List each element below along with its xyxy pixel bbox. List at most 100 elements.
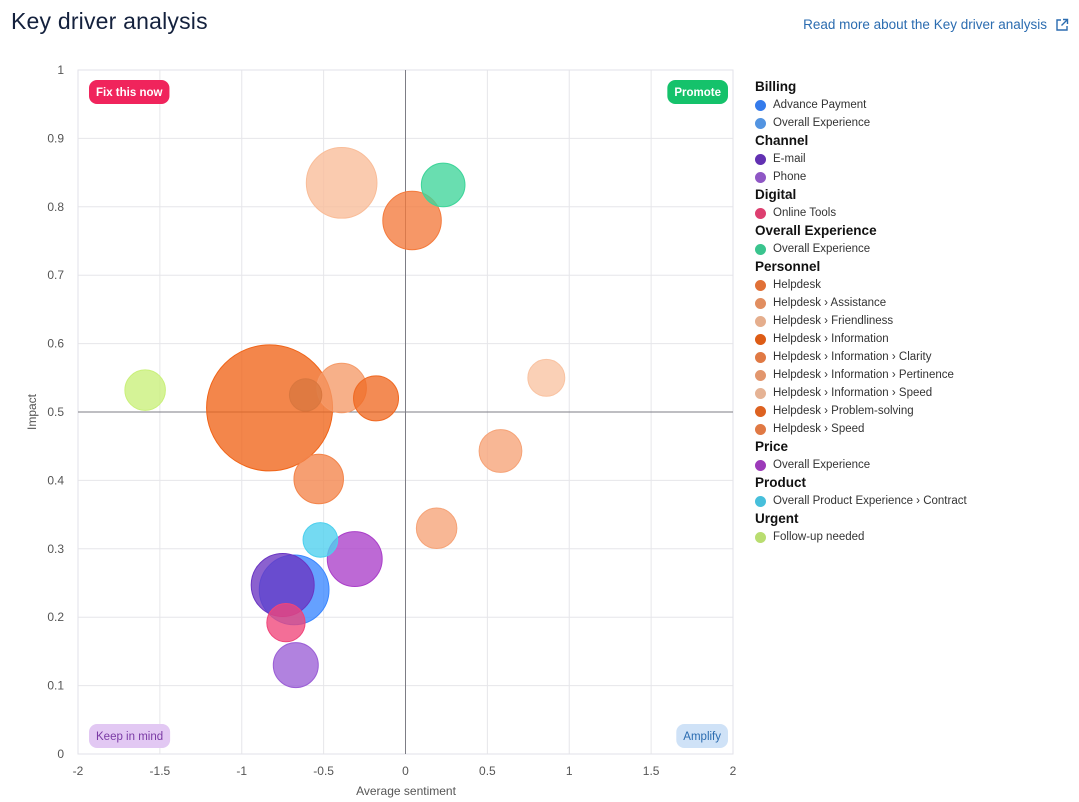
x-tick-label: 0	[402, 764, 409, 778]
amplify-badge: Amplify	[676, 724, 728, 748]
legend-item[interactable]: Helpdesk › Information	[755, 330, 1075, 348]
x-tick-label: -2	[73, 764, 84, 778]
fix-this-now-badge-label: Fix this now	[96, 87, 163, 99]
legend-swatch-icon	[755, 207, 766, 219]
legend-item[interactable]: Helpdesk › Information › Speed	[755, 384, 1075, 402]
legend-item[interactable]: Helpdesk › Information › Clarity	[755, 348, 1075, 366]
legend-item[interactable]: Helpdesk › Friendliness	[755, 312, 1075, 330]
promote-badge: Promote	[667, 80, 728, 104]
bubble-helpdesk-information-speed[interactable]: Personnel — Helpdesk › Information › Spe…	[527, 358, 566, 397]
legend-item[interactable]: Helpdesk › Speed	[755, 420, 1075, 438]
y-tick-label: 0.7	[47, 268, 64, 282]
legend-swatch-icon	[755, 171, 766, 183]
y-tick-label: 0.2	[47, 610, 64, 624]
legend-swatch-icon	[755, 297, 766, 309]
legend-group-title: Billing	[755, 79, 797, 94]
legend-item-label: Helpdesk › Assistance	[773, 297, 887, 309]
x-tick-label: -1	[236, 764, 247, 778]
legend-group-title: Overall Experience	[755, 223, 877, 238]
reference-lines	[78, 70, 733, 754]
legend-item-label: Helpdesk › Information › Speed	[773, 387, 933, 399]
read-more-link[interactable]: Read more about the Key driver analysis	[803, 17, 1069, 32]
legend-item-label: Overall Experience	[773, 243, 871, 255]
fix-this-now-badge: Fix this now	[89, 80, 170, 104]
x-tick-label: 2	[730, 764, 737, 778]
keep-in-mind-badge-bg	[89, 724, 171, 748]
legend-group-title: Personnel	[755, 259, 821, 274]
legend-swatch-icon	[755, 153, 766, 165]
legend-item[interactable]: Helpdesk › Problem-solving	[755, 402, 1075, 420]
legend-item[interactable]: Phone	[755, 168, 1075, 186]
amplify-badge-bg	[676, 724, 728, 748]
y-tick-label: 0.9	[47, 131, 64, 145]
bubble-online-tools[interactable]: Digital — Online Tools	[266, 603, 306, 643]
y-tick-label: 0	[57, 747, 64, 761]
legend-group-title: Digital	[755, 187, 797, 202]
legend-item[interactable]: E-mail	[755, 150, 1075, 168]
bubble-overall-experience[interactable]: Overall Experience — Overall Experience	[420, 162, 466, 208]
legend-swatch-icon	[755, 531, 766, 543]
legend-item[interactable]: Overall Experience	[755, 240, 1075, 258]
y-tick-label: 0.8	[47, 200, 64, 214]
legend-swatch-icon	[755, 279, 766, 291]
x-tick-label: 0.5	[479, 764, 496, 778]
legend-item[interactable]: Online Tools	[755, 204, 1075, 222]
legend-item[interactable]: Helpdesk	[755, 276, 1075, 294]
legend-group-title: Channel	[755, 133, 809, 148]
x-tick-label: -0.5	[313, 764, 334, 778]
promote-badge-label: Promote	[674, 87, 721, 99]
legend-item[interactable]: Advance Payment	[755, 96, 1075, 114]
legend-swatch-icon	[755, 387, 766, 399]
legend-item[interactable]: Helpdesk › Assistance	[755, 294, 1075, 312]
bubble-helpdesk[interactable]: Personnel — Helpdesk	[382, 190, 442, 251]
legend: Billing Advance Payment Overall Experience…	[755, 78, 1075, 546]
legend-swatch-icon	[755, 117, 766, 129]
tick-labels: -2 -1.5 -1 -0.5 0 0.5 1 1.5 2 0 0.1 0.2 0.3 0.4 0.5 0.6…	[47, 63, 736, 778]
read-more-label: Read more about the Key driver analysis	[803, 17, 1047, 32]
legend-group-title: Product	[755, 475, 807, 490]
legend-swatch-icon	[755, 333, 766, 345]
bubble-helpdesk-information-pertinence[interactable]: Personnel — Helpdesk › Information › Per…	[478, 429, 523, 473]
legend-swatch-icon	[755, 351, 766, 363]
legend-item[interactable]: Follow-up needed	[755, 528, 1075, 546]
legend-group-title: Urgent	[755, 511, 799, 526]
legend-item[interactable]: Overall Product Experience › Contract	[755, 492, 1075, 510]
external-link-icon	[1056, 18, 1069, 31]
legend-item-label: Helpdesk › Problem-solving	[773, 405, 914, 417]
page-title: Key driver analysis	[11, 8, 208, 34]
legend-item-label: Overall Product Experience › Contract	[773, 495, 967, 507]
bubble-follow-up-needed[interactable]: Urgent — Follow-up needed	[124, 369, 166, 411]
bubble-helpdesk-friendliness[interactable]: Personnel — Helpdesk › Friendliness	[305, 147, 378, 219]
legend-item[interactable]: Overall Experience	[755, 114, 1075, 132]
legend-swatch-icon	[755, 459, 766, 471]
legend-swatch-icon	[755, 243, 766, 255]
legend-item-label: Helpdesk	[773, 279, 821, 291]
legend-item[interactable]: Overall Experience	[755, 456, 1075, 474]
bubble-helpdesk-problem-solving[interactable]: Personnel — Helpdesk › Problem-solving	[353, 375, 400, 422]
y-axis-label: Impact	[25, 393, 39, 430]
legend-item[interactable]: Helpdesk › Information › Pertinence	[755, 366, 1075, 384]
y-tick-label: 0.3	[47, 542, 64, 556]
bubble-overall-product-experience-contract[interactable]: Product — Overall Product Experience › C…	[302, 522, 339, 558]
bubble-helpdesk-speed[interactable]: Personnel — Helpdesk › Speed	[288, 378, 323, 412]
bubble-phone[interactable]: Channel — Phone	[272, 642, 319, 689]
keep-in-mind-badge-label: Keep in mind	[96, 731, 163, 743]
legend-swatch-icon	[755, 423, 766, 435]
bubble-overall-experience[interactable]: Price — Overall Experience	[326, 531, 383, 588]
legend-group-title: Price	[755, 439, 789, 454]
legend-item-label: Helpdesk › Information › Pertinence	[773, 369, 954, 381]
bubble-helpdesk-information-pertinence[interactable]: Personnel — Helpdesk › Information › Per…	[415, 507, 458, 550]
legend-item-label: Helpdesk › Information	[773, 333, 889, 345]
bubble-chart: Personnel — Helpdesk › InformationPerson…	[25, 63, 737, 798]
legend-swatch-icon	[755, 369, 766, 381]
legend-item-label: E-mail	[773, 153, 806, 165]
legend-item-label: Overall Experience	[773, 459, 871, 471]
legend-swatch-icon	[755, 495, 766, 507]
quadrant-labels: Fix this now Promote Keep in mind Amplify	[89, 80, 728, 748]
legend-item-label: Helpdesk › Friendliness	[773, 315, 894, 327]
bubble-helpdesk-information-clarity[interactable]: Personnel — Helpdesk › Information › Cla…	[293, 453, 344, 505]
bubbles: Personnel — Helpdesk › InformationPerson…	[124, 147, 566, 689]
x-tick-label: 1	[566, 764, 573, 778]
legend-item-label: Follow-up needed	[773, 531, 865, 543]
promote-badge-bg	[667, 80, 728, 104]
